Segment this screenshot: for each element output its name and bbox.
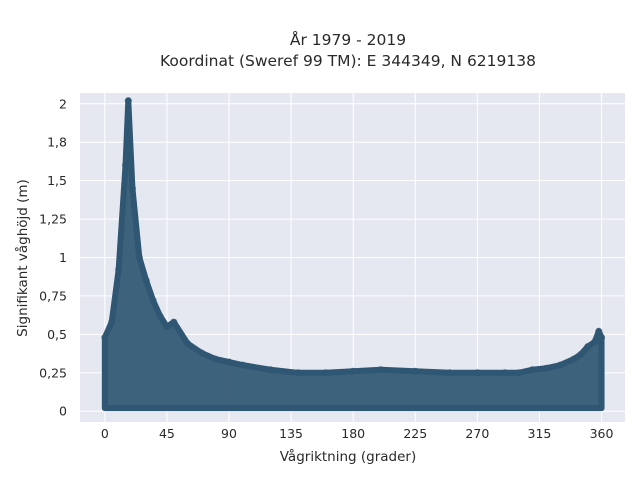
y-tick-label: 0,5 <box>47 327 67 342</box>
chart-subtitle: Koordinat (Sweref 99 TM): E 344349, N 62… <box>160 52 536 70</box>
data-point <box>529 366 537 374</box>
data-point <box>598 333 606 341</box>
x-tick-labels: 0 45 90 135 180 225 270 315 360 <box>101 426 614 441</box>
data-point <box>446 369 454 377</box>
x-tick-label: 360 <box>590 426 614 441</box>
y-tick-label: 1,5 <box>47 173 67 188</box>
y-tick-labels: 0 0,25 0,5 0,75 1 1,25 1,5 1,8 2 <box>39 96 67 418</box>
data-point <box>115 266 123 274</box>
data-point <box>266 366 274 374</box>
data-point <box>225 358 233 366</box>
data-point <box>294 369 302 377</box>
y-tick-label: 0 <box>59 404 67 419</box>
x-axis-label: Vågriktning (grader) <box>280 448 417 465</box>
x-tick-label: 90 <box>221 426 237 441</box>
data-point <box>570 355 578 363</box>
data-point <box>591 338 599 346</box>
y-tick-label: 0,75 <box>39 288 67 303</box>
data-point <box>128 184 136 192</box>
data-point <box>156 312 164 320</box>
data-point <box>515 369 523 377</box>
x-tick-label: 45 <box>159 426 175 441</box>
data-point <box>322 369 330 377</box>
data-point <box>377 366 385 374</box>
x-tick-label: 180 <box>341 426 365 441</box>
data-point <box>149 297 157 305</box>
x-tick-label: 225 <box>403 426 427 441</box>
y-axis-label: Signifikant våghöjd (m) <box>14 179 31 337</box>
y-tick-label: 1,25 <box>39 212 67 227</box>
data-point <box>473 369 481 377</box>
y-tick-label: 0,25 <box>39 365 67 380</box>
data-point <box>239 361 247 369</box>
data-point <box>501 369 509 377</box>
chart-title: År 1979 - 2019 <box>290 30 406 49</box>
data-point <box>595 327 603 335</box>
data-point <box>349 367 357 375</box>
x-tick-label: 315 <box>528 426 552 441</box>
x-tick-label: 0 <box>101 426 109 441</box>
data-point <box>211 355 219 363</box>
data-point <box>577 350 585 358</box>
x-tick-label: 135 <box>279 426 303 441</box>
data-point <box>584 343 592 351</box>
data-point <box>184 340 192 348</box>
data-point <box>542 364 550 372</box>
data-point <box>411 367 419 375</box>
data-point <box>142 277 150 285</box>
data-point <box>135 254 143 261</box>
data-point <box>163 323 171 331</box>
data-point <box>108 318 116 326</box>
y-tick-label: 2 <box>59 96 67 111</box>
data-point <box>122 161 130 169</box>
data-point <box>101 333 109 341</box>
data-point <box>124 97 132 105</box>
data-point <box>556 361 564 369</box>
x-tick-label: 270 <box>465 426 489 441</box>
data-point <box>170 318 178 326</box>
y-tick-label: 1,8 <box>47 135 67 150</box>
y-tick-label: 1 <box>59 250 67 265</box>
data-points <box>101 97 606 412</box>
data-point <box>197 349 205 357</box>
